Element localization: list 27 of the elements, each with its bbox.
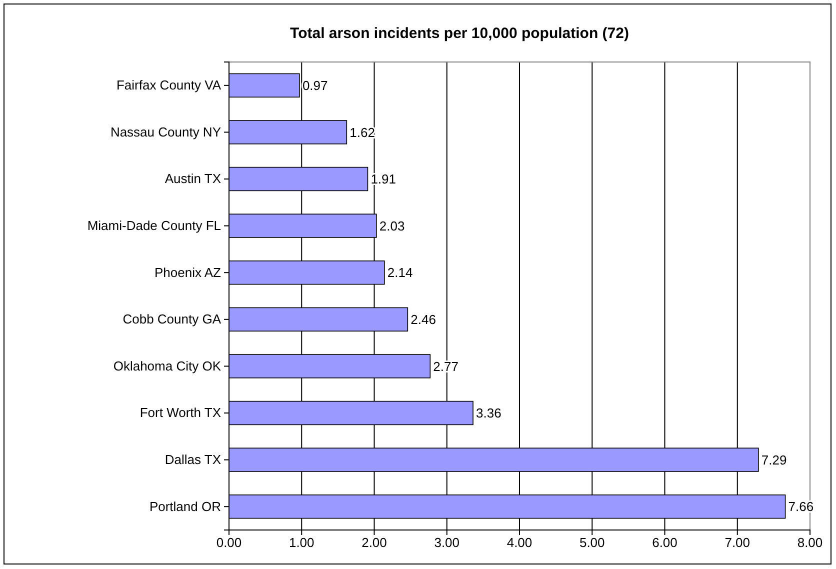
x-tick-label: 2.00 bbox=[362, 535, 387, 550]
y-tick-label: Portland OR bbox=[149, 498, 221, 514]
y-tick-label: Fort Worth TX bbox=[140, 405, 222, 420]
data-label: 3.36 bbox=[476, 406, 502, 421]
y-tick-label: Austin TX bbox=[164, 171, 222, 186]
data-label: 0.97 bbox=[302, 78, 328, 93]
x-tick-label: 5.00 bbox=[579, 535, 605, 550]
y-tick-label: Nassau County NY bbox=[110, 124, 222, 140]
y-tick-label: Cobb County GA bbox=[122, 312, 222, 327]
data-label: 2.14 bbox=[387, 265, 413, 280]
x-tick-label: 6.00 bbox=[652, 535, 678, 550]
data-label: 7.29 bbox=[761, 452, 787, 468]
x-tick-label: 7.00 bbox=[724, 535, 750, 550]
y-tick-label: Miami-Dade County FL bbox=[87, 218, 221, 233]
x-tick-label: 4.00 bbox=[506, 535, 532, 550]
y-tick-label: Phoenix AZ bbox=[154, 264, 222, 280]
x-tick-label: 8.00 bbox=[797, 535, 823, 550]
x-tick-label: 0.00 bbox=[216, 535, 242, 550]
y-tick-label: Fairfax County VA bbox=[116, 78, 222, 93]
y-tick-label: Dallas TX bbox=[164, 452, 222, 467]
data-label: 2.46 bbox=[410, 312, 436, 327]
x-tick-label: 1.00 bbox=[288, 535, 314, 550]
y-tick-label: Oklahoma City OK bbox=[113, 358, 222, 374]
chart-title: Total arson incidents per 10,000 population (72) bbox=[290, 25, 629, 42]
data-label: 7.66 bbox=[788, 499, 814, 514]
data-label: 2.03 bbox=[379, 218, 405, 234]
x-tick-label: 3.00 bbox=[434, 535, 460, 550]
